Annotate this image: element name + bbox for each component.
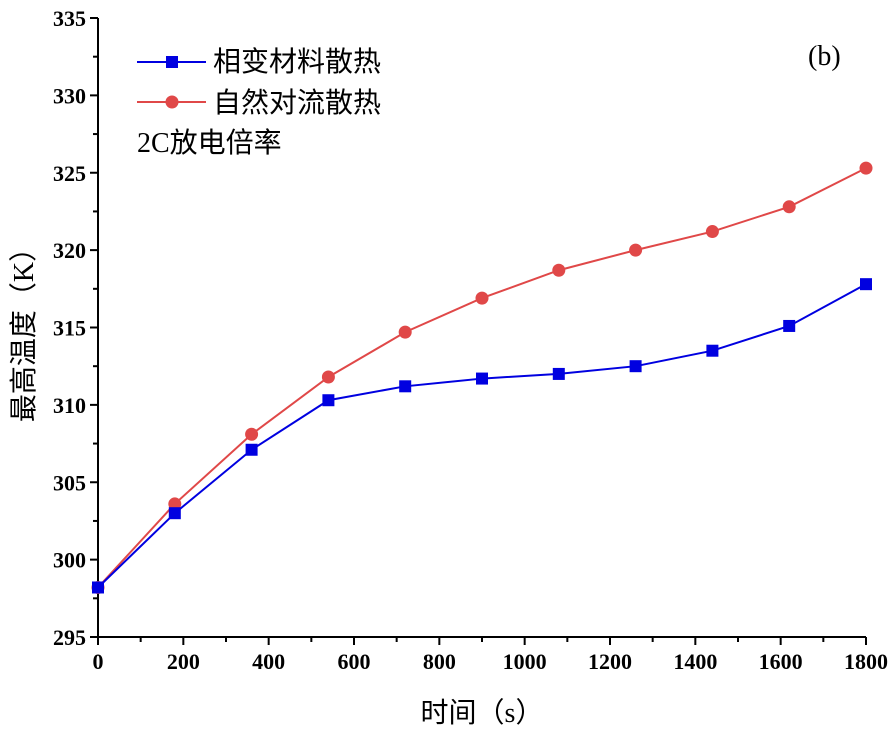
- axes: 0 200 400 600 800 1000 1200 1400 1600 1800 295 300 3…: [53, 6, 888, 674]
- data-point: [321, 370, 335, 384]
- x-tick-label: 1200: [588, 649, 632, 674]
- y-tick-label: 315: [53, 316, 86, 341]
- data-point: [322, 394, 335, 407]
- panel-label: (b): [808, 41, 841, 72]
- series-line: [97, 283, 867, 589]
- data-point: [475, 291, 489, 305]
- series-phase-change: [92, 278, 872, 594]
- x-tick-label: 0: [93, 649, 104, 674]
- x-tick-label: 1400: [673, 649, 717, 674]
- data-point: [398, 325, 412, 339]
- discharge-rate-annotation: 2C放电倍率: [137, 127, 282, 159]
- y-tick-label: 330: [53, 83, 86, 108]
- y-axis-title: 最高温度（K）: [8, 234, 40, 422]
- data-point: [399, 380, 412, 393]
- x-tick-label: 600: [338, 649, 371, 674]
- legend: 相变材料散热 自然对流散热 2C放电倍率: [137, 46, 381, 159]
- data-point: [245, 443, 258, 456]
- data-point: [552, 263, 566, 277]
- x-tick-label: 200: [167, 649, 200, 674]
- data-point: [629, 243, 643, 257]
- y-tick-label: 295: [53, 625, 86, 650]
- y-tick-label: 335: [53, 6, 86, 31]
- x-tick-label: 1800: [844, 649, 888, 674]
- legend-marker: [165, 95, 179, 109]
- x-tick-label: 800: [423, 649, 456, 674]
- series-natural-convection: [91, 161, 873, 594]
- data-point: [705, 225, 719, 239]
- data-point: [476, 372, 488, 385]
- data-point: [860, 278, 872, 291]
- data-point: [706, 344, 719, 357]
- data-point: [168, 497, 182, 511]
- y-tick-label: 320: [53, 238, 86, 263]
- y-tick-label: 310: [53, 393, 86, 418]
- legend-label-natural-convection: 自然对流散热: [213, 87, 381, 119]
- data-point: [859, 161, 873, 175]
- legend-marker: [166, 56, 178, 68]
- x-tick-label: 1600: [759, 649, 803, 674]
- y-tick-label: 305: [53, 470, 86, 495]
- data-point: [245, 427, 259, 441]
- data-point: [783, 319, 796, 332]
- y-tick-label: 325: [53, 161, 86, 186]
- legend-label-phase-change: 相变材料散热: [213, 46, 381, 78]
- y-tick-label: 300: [53, 548, 86, 573]
- data-point: [629, 360, 642, 373]
- series-layer: [91, 161, 873, 594]
- data-point: [92, 581, 104, 594]
- data-point: [552, 367, 565, 380]
- x-tick-label: 1000: [503, 649, 547, 674]
- x-tick-label: 400: [252, 649, 285, 674]
- x-axis-title: 时间（s）: [421, 697, 544, 729]
- data-point: [782, 200, 796, 214]
- data-point: [168, 507, 181, 520]
